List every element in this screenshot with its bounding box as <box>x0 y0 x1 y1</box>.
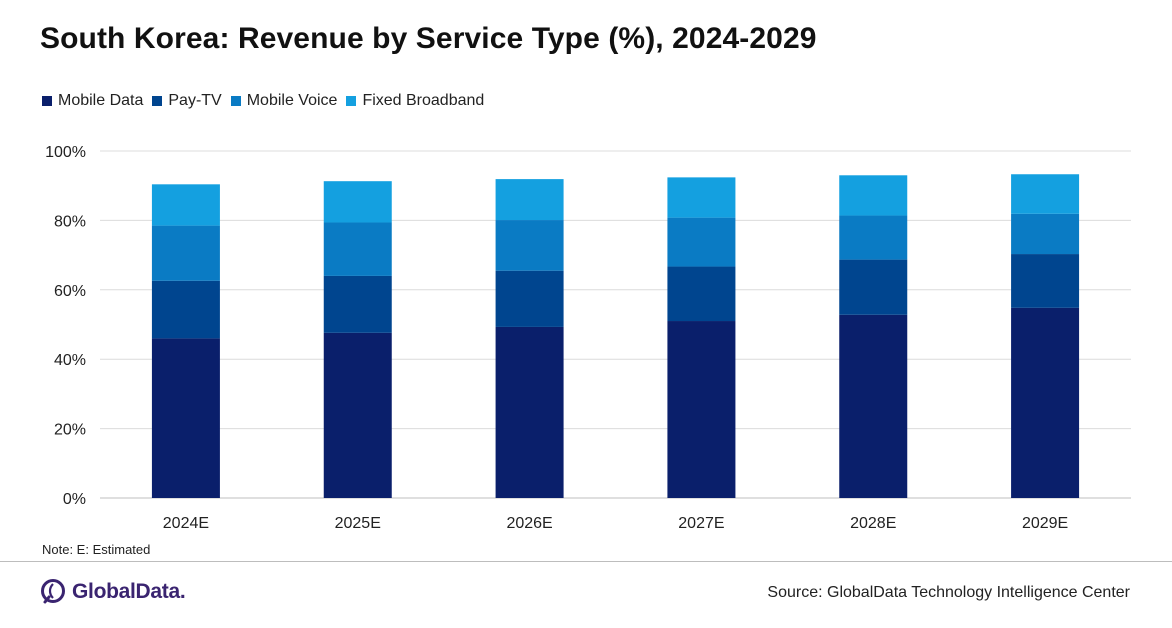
x-tick-label: 2027E <box>678 515 724 532</box>
y-tick-label: 0% <box>63 491 86 508</box>
bar-fixed-broadband-2028e <box>839 175 908 216</box>
legend: Mobile Data Pay-TV Mobile Voice Fixed Broad… <box>42 92 493 110</box>
y-tick-label: 20% <box>54 422 86 439</box>
legend-item-pay-tv: Pay-TV <box>152 92 222 110</box>
x-tick-label: 2026E <box>506 515 552 532</box>
bar-mobile-data-2026e <box>495 326 564 498</box>
legend-item-mobile-voice: Mobile Voice <box>230 92 338 110</box>
bar-mobile-data-2029e <box>1011 307 1080 498</box>
bar-pay-tv-2026e <box>495 270 564 327</box>
source-text: Source: GlobalData Technology Intelligen… <box>767 584 1130 601</box>
bar-mobile-voice-2026e <box>495 220 564 271</box>
bar-pay-tv-2028e <box>839 259 908 315</box>
x-tick-label: 2029E <box>1022 515 1068 532</box>
legend-label: Mobile Data <box>58 92 144 109</box>
bar-mobile-data-2024e <box>151 338 220 498</box>
y-tick-label: 80% <box>54 213 86 230</box>
globaldata-logo-icon <box>41 579 65 604</box>
legend-label: Fixed Broadband <box>362 92 485 109</box>
globaldata-logo: GlobalData. <box>40 578 186 606</box>
bar-pay-tv-2029e <box>1011 254 1080 308</box>
stacked-bar-chart: 0% 20% 40% 60% 80% 100% 2024E 2025E 2026E 2027E 20… <box>45 144 1131 532</box>
bar-fixed-broadband-2026e <box>495 179 564 221</box>
bar-mobile-voice-2027e <box>667 217 736 267</box>
bar-fixed-broadband-2024e <box>151 184 220 226</box>
footer-divider <box>0 561 1172 562</box>
x-tick-label: 2024E <box>163 515 209 532</box>
chart-title: South Korea: Revenue by Service Type (%)… <box>40 22 817 55</box>
bar-mobile-voice-2025e <box>323 222 392 276</box>
bar-mobile-data-2025e <box>323 332 392 498</box>
bar-mobile-voice-2029e <box>1011 213 1080 255</box>
bar-pay-tv-2024e <box>151 280 220 339</box>
logo-text: GlobalData. <box>72 580 186 603</box>
bar-mobile-data-2028e <box>839 314 908 498</box>
x-tick-label: 2028E <box>850 515 896 532</box>
x-tick-label: 2025E <box>335 515 381 532</box>
legend-swatch <box>42 96 52 106</box>
bar-fixed-broadband-2029e <box>1011 174 1080 214</box>
legend-label: Pay-TV <box>168 92 222 109</box>
y-tick-label: 60% <box>54 283 86 300</box>
bar-fixed-broadband-2025e <box>323 181 392 223</box>
legend-swatch <box>230 96 241 106</box>
bar-mobile-voice-2028e <box>839 215 908 260</box>
legend-swatch <box>152 96 163 106</box>
legend-label: Mobile Voice <box>246 92 338 109</box>
legend-item-fixed-broadband: Fixed Broadband <box>346 92 484 110</box>
y-tick-label: 40% <box>54 352 86 369</box>
footnote: Note: E: Estimated <box>42 542 151 557</box>
y-tick-label: 100% <box>45 144 86 161</box>
legend-item-mobile-data: Mobile Data <box>42 92 143 110</box>
legend-swatch <box>346 96 357 106</box>
bar-fixed-broadband-2027e <box>667 177 736 218</box>
bar-pay-tv-2027e <box>667 266 736 322</box>
bar-pay-tv-2025e <box>323 275 392 333</box>
bar-mobile-data-2027e <box>667 321 736 498</box>
bar-mobile-voice-2024e <box>151 225 220 281</box>
